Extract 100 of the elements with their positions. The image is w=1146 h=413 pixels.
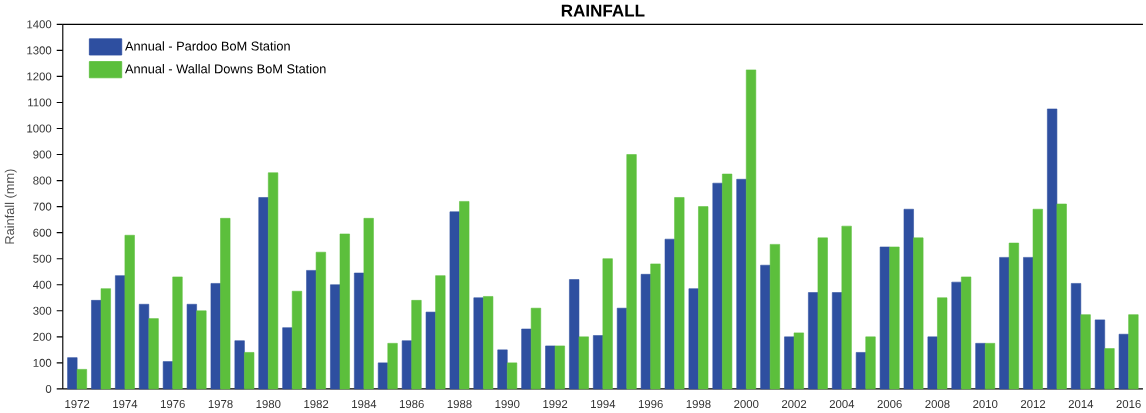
y-tick-label: 1100 — [28, 98, 52, 107]
x-tick-label: 1982 — [304, 400, 329, 409]
x-tick-label: 2002 — [781, 400, 807, 409]
x-tick-label: 1980 — [256, 400, 281, 409]
bar — [1094, 319, 1106, 390]
bar — [1023, 257, 1034, 390]
bar — [330, 284, 341, 390]
x-tick-label: 1984 — [352, 400, 377, 409]
x-tick-label: 1990 — [495, 400, 520, 409]
bar — [593, 335, 604, 390]
bar — [506, 362, 518, 390]
bar — [124, 235, 135, 390]
bar — [793, 332, 804, 390]
bar — [1104, 348, 1115, 390]
bar — [387, 343, 398, 390]
x-tick-label: 2006 — [877, 400, 902, 409]
bar — [855, 352, 867, 390]
bar — [650, 263, 661, 390]
bar — [1128, 314, 1139, 390]
bar — [459, 201, 470, 390]
x-tick-label: 2016 — [1116, 400, 1141, 409]
bar — [602, 258, 613, 390]
bar — [291, 291, 303, 390]
bar — [100, 288, 111, 390]
y-tick-label: 300 — [33, 306, 52, 315]
bar — [339, 233, 350, 390]
bar — [951, 281, 962, 390]
legend-label: Annual - Pardoo BoM Station — [125, 41, 290, 51]
bar — [521, 328, 532, 390]
bar — [473, 297, 484, 390]
y-tick-label: 1300 — [27, 46, 52, 55]
bar — [411, 300, 422, 390]
bar — [1056, 203, 1067, 390]
y-tick-label: 1200 — [27, 72, 52, 81]
bar — [435, 275, 446, 390]
bar — [554, 345, 565, 390]
bar — [234, 340, 245, 390]
bar — [975, 343, 986, 390]
x-tick-label: 1986 — [399, 400, 424, 409]
bar — [808, 292, 819, 390]
x-tick-label: 1978 — [208, 400, 233, 409]
bar — [1118, 334, 1129, 390]
bar — [258, 197, 269, 390]
bar — [769, 244, 781, 390]
bar — [927, 336, 938, 390]
bar — [674, 197, 685, 390]
bar — [1080, 314, 1091, 390]
bar — [306, 270, 317, 390]
bar — [162, 361, 174, 390]
bar — [354, 272, 365, 390]
bar — [999, 257, 1010, 390]
bar — [736, 179, 747, 390]
bar — [984, 343, 996, 390]
bar — [172, 276, 183, 390]
y-tick-label: 400 — [33, 280, 52, 289]
bar — [640, 274, 651, 390]
x-tick-label: 1988 — [447, 400, 472, 409]
bar — [545, 345, 556, 390]
bar — [722, 173, 733, 390]
bar — [817, 237, 828, 390]
x-tick-label: 1974 — [113, 400, 138, 409]
bar — [483, 296, 494, 390]
bar — [1047, 108, 1058, 390]
bar — [76, 369, 87, 390]
bar — [879, 246, 890, 390]
bar — [363, 218, 374, 390]
bar — [377, 362, 389, 390]
x-tick-label: 2012 — [1020, 400, 1046, 409]
y-tick-label: 100 — [33, 358, 52, 367]
bar — [961, 276, 972, 390]
bar — [626, 154, 637, 390]
bar — [67, 357, 78, 390]
x-tick-label: 2004 — [829, 400, 855, 409]
bar — [196, 310, 207, 390]
bar — [865, 336, 876, 390]
bar — [425, 311, 436, 390]
legend-label: Annual - Wallal Downs BoM Station — [125, 64, 326, 74]
bar — [91, 300, 102, 390]
y-tick-label: 600 — [33, 228, 52, 237]
bar — [889, 246, 900, 390]
bar — [784, 336, 795, 390]
bar — [664, 238, 675, 390]
bar — [115, 275, 126, 390]
bar — [616, 308, 628, 390]
bar — [530, 308, 542, 390]
x-tick-label: 1996 — [638, 400, 663, 409]
x-tick-label: 1998 — [686, 400, 711, 409]
bar — [903, 209, 914, 390]
bar — [220, 218, 231, 390]
bar — [449, 211, 460, 390]
bar — [832, 292, 843, 390]
y-tick-label: 200 — [33, 332, 52, 341]
y-tick-label: 1000 — [27, 124, 52, 133]
bar — [138, 304, 150, 390]
bar — [937, 297, 948, 390]
y-axis-title: Rainfall (mm) — [4, 169, 17, 244]
bar — [1032, 209, 1043, 390]
y-tick-label: 1400 — [27, 20, 52, 29]
bar — [1070, 283, 1082, 390]
bar — [688, 288, 699, 390]
